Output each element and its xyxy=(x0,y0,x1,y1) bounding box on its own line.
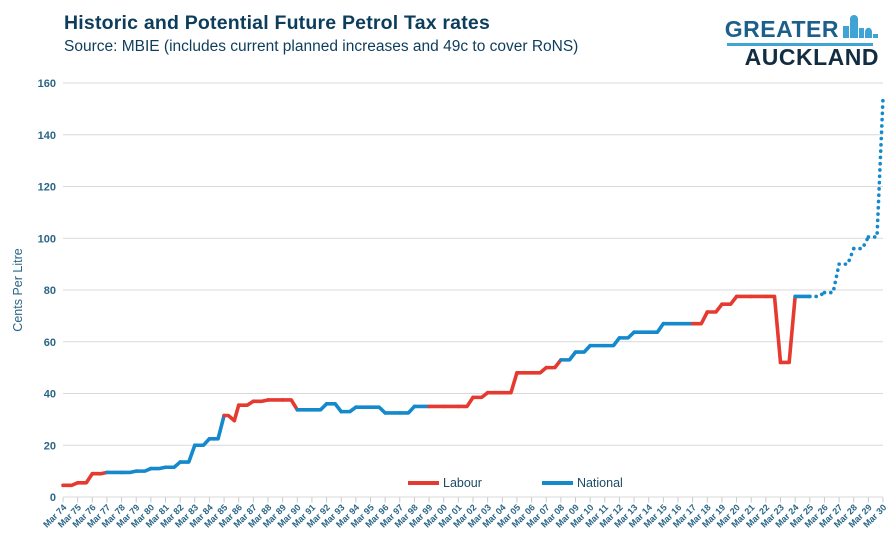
projected-tax-line-segment xyxy=(807,290,827,299)
tax-rate-line-segment xyxy=(764,294,783,365)
tax-rate-line-segment xyxy=(207,413,226,441)
tax-rate-line-segment xyxy=(163,460,182,470)
tax-rate-line-segment xyxy=(720,294,739,307)
tax-rate-line-segment xyxy=(324,402,344,414)
tax-rate-line-segment xyxy=(75,471,95,485)
tax-rate-line-segment xyxy=(500,371,519,395)
y-tick-label: 100 xyxy=(38,233,56,245)
tax-rate-line-segment xyxy=(778,294,797,365)
tax-rate-line-segment xyxy=(178,443,197,464)
projected-tax-line-segment xyxy=(866,96,885,239)
tax-rate-line-segment xyxy=(456,395,475,409)
tax-rate-line-segment xyxy=(529,365,549,375)
chart-source-subtitle: Source: MBIE (includes current planned i… xyxy=(64,38,579,55)
greater-auckland-logo: GREATER AUCKLAND xyxy=(725,13,879,69)
tax-rate-line-segment xyxy=(222,413,237,423)
y-tick-label: 60 xyxy=(44,337,56,349)
tax-rate-line-segment xyxy=(236,399,256,407)
logo-text-greater: GREATER xyxy=(724,16,839,42)
tax-rate-line-segment xyxy=(232,403,241,423)
y-tick-label: 20 xyxy=(44,440,56,452)
y-tick-label: 120 xyxy=(38,182,56,194)
tax-rate-line-segment xyxy=(119,469,139,475)
tax-rate-line-segment xyxy=(705,302,724,314)
tax-rate-line-segment xyxy=(646,321,666,334)
tax-rate-line-segment xyxy=(617,330,636,340)
y-axis-title: Cents Per Litre xyxy=(11,248,25,331)
tax-rate-line-segment xyxy=(339,405,358,414)
national-legend-label: National xyxy=(576,476,623,490)
logo-buildings-icon xyxy=(843,15,878,38)
chart-legend: Labour National xyxy=(408,476,623,490)
projected-tax-line-segment xyxy=(837,246,856,266)
tax-rate-line-segment xyxy=(192,436,212,448)
y-tick-label: 140 xyxy=(38,130,56,142)
tax-rate-line-segment xyxy=(544,358,563,370)
logo-underline xyxy=(726,43,873,46)
labour-legend-label: Labour xyxy=(443,476,482,490)
tax-rate-line-segment xyxy=(134,466,153,473)
y-tick-label: 0 xyxy=(50,492,56,504)
tax-rate-line-segment xyxy=(471,390,490,400)
y-tick-label: 80 xyxy=(44,285,56,297)
projected-tax-line-segment xyxy=(851,235,871,251)
y-tick-label: 160 xyxy=(38,78,56,90)
tax-rate-line-segment xyxy=(690,310,710,326)
tax-rate-line-segment xyxy=(573,343,592,354)
tax-rate-line-segment xyxy=(280,398,300,412)
national-legend-swatch xyxy=(541,481,573,485)
tax-rate-line-segment xyxy=(61,480,80,488)
tax-rate-line-segment xyxy=(251,398,270,404)
tax-rate-line-segment xyxy=(310,402,329,412)
tax-rate-line-segment xyxy=(90,470,109,476)
labour-legend-swatch xyxy=(408,481,439,485)
tax-rate-line-segment xyxy=(149,465,168,471)
y-tick-label: 40 xyxy=(44,389,56,401)
tax-rate-line-segment xyxy=(397,404,417,415)
tax-rate-line-segment xyxy=(602,336,622,348)
logo-text-auckland: AUCKLAND xyxy=(744,44,879,70)
tax-rate-line-segment xyxy=(368,405,387,415)
projected-tax-line-segment xyxy=(822,262,841,295)
tax-rate-line-segment xyxy=(559,350,578,362)
page-title: Historic and Potential Future Petrol Tax… xyxy=(64,12,491,34)
